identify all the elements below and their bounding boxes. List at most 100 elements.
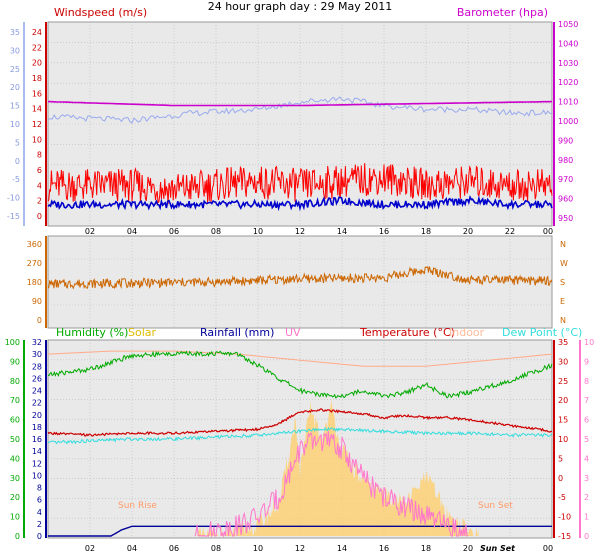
direction-series	[47, 266, 553, 290]
x-tick-label: 04	[127, 227, 137, 236]
y-tick-label: 16	[32, 435, 42, 444]
x-tick-label: 12	[295, 227, 305, 236]
x-tick-label: 06	[169, 544, 179, 553]
y-tick-label: 0	[558, 474, 563, 483]
uv-label: UV	[285, 326, 301, 339]
y-tick-label: 14	[32, 447, 42, 456]
y-tick-label: -5	[12, 175, 20, 184]
barometer-axis-ticks: 1050 1040 1030 1020 1010 1000 990 980 970 960 950	[558, 20, 578, 223]
series-wind-avg	[47, 194, 553, 212]
x-tick-label: 00	[543, 544, 553, 553]
y-tick-label: 40	[10, 454, 20, 463]
y-tick-label: 10	[10, 513, 20, 522]
y-tick-label: -10	[7, 194, 20, 203]
y-tick-label: 10	[32, 471, 42, 480]
y-tick-label: 60	[10, 416, 20, 425]
y-tick-label: 35	[10, 28, 20, 37]
y-tick-label: 25	[558, 377, 568, 386]
indoor-label: Indoor	[449, 326, 485, 339]
y-tick-label: 9	[584, 357, 589, 366]
page-title: 24 hour graph day : 29 May 2011	[208, 0, 393, 13]
series-rainfall	[48, 525, 552, 537]
y-tick-label: 3	[584, 474, 589, 483]
compass-label: N	[560, 316, 566, 325]
y-tick-label: 6	[37, 166, 42, 175]
y-tick-label: 4	[584, 454, 589, 463]
compass-label: E	[560, 297, 565, 306]
y-tick-label: 25	[10, 65, 20, 74]
x-tick-label: 10	[253, 544, 263, 553]
series-outer-series	[47, 96, 553, 124]
x-tick-label: 04	[127, 544, 137, 553]
series-uv	[194, 431, 469, 538]
y-tick-label: 0	[37, 316, 42, 325]
compass-label: W	[560, 259, 568, 268]
y-tick-label: 15	[558, 416, 568, 425]
y-tick-label: 1	[584, 513, 589, 522]
y-tick-label: 24	[32, 28, 42, 37]
y-tick-label: -15	[558, 532, 571, 541]
y-tick-label: 2	[584, 493, 589, 502]
y-tick-label: 6	[584, 416, 589, 425]
y-tick-label: 100	[5, 338, 20, 347]
y-tick-label: 180	[27, 278, 42, 287]
y-tick-label: 26	[32, 374, 42, 383]
y-tick-label: 5	[558, 454, 563, 463]
y-tick-label: 980	[558, 156, 573, 165]
x-tick-label: 22	[505, 227, 515, 236]
y-tick-label: 20	[10, 83, 20, 92]
y-tick-label: 8	[37, 151, 42, 160]
y-tick-label: 8	[37, 484, 42, 493]
x-tick-label: 06	[169, 227, 179, 236]
temperature-series	[47, 350, 553, 538]
windspeed-label: Windspeed (m/s)	[54, 6, 147, 19]
y-tick-label: 8	[584, 377, 589, 386]
y-tick-label: 10	[10, 120, 20, 129]
y-tick-label: 12	[32, 459, 42, 468]
temperature-label: Temperature (°C)	[359, 326, 455, 339]
series-temperature	[47, 408, 552, 437]
y-tick-label: 1020	[558, 78, 578, 87]
y-tick-label: -5	[558, 493, 566, 502]
y-tick-label: 90	[10, 357, 20, 366]
y-tick-label: 28	[32, 362, 42, 371]
y-tick-label: 6	[37, 496, 42, 505]
x-tick-label: 08	[211, 227, 221, 236]
y-tick-label: 16	[32, 89, 42, 98]
wind-series	[47, 96, 553, 212]
y-tick-label: 15	[10, 102, 20, 111]
y-tick-label: 950	[558, 214, 573, 223]
x-tick-label: 14	[337, 544, 347, 553]
y-tick-label: 1040	[558, 39, 578, 48]
y-tick-label: -10	[558, 513, 571, 522]
y-tick-label: 1010	[558, 98, 578, 107]
y-tick-label: 30	[10, 46, 20, 55]
compass-label: S	[560, 278, 565, 287]
solar-label: Solar	[128, 326, 157, 339]
y-tick-label: 80	[10, 377, 20, 386]
y-tick-label: 0	[37, 212, 42, 221]
y-tick-label: 30	[10, 474, 20, 483]
y-tick-label: 10	[584, 338, 594, 347]
y-tick-label: 1030	[558, 59, 578, 68]
y-tick-label: 1050	[558, 20, 578, 29]
y-tick-label: 960	[558, 195, 573, 204]
compass-label: N	[560, 240, 566, 249]
y-tick-label: 0	[15, 532, 20, 541]
x-tick-label: 18	[421, 227, 431, 236]
dewpoint-label: Dew Point (°C)	[502, 326, 582, 339]
temperature-time-axis-ticks: 02 04 06 08 10 12 14 16 18 20 00	[85, 544, 553, 553]
barometer-label: Barometer (hpa)	[457, 6, 548, 19]
sunset-axis-label: Sun Set	[480, 544, 516, 553]
y-tick-label: 24	[32, 387, 42, 396]
y-tick-label: 70	[10, 396, 20, 405]
y-tick-label: 1000	[558, 117, 578, 126]
y-tick-label: 20	[558, 396, 568, 405]
y-tick-label: 0	[15, 157, 20, 166]
x-tick-label: 14	[337, 227, 347, 236]
x-tick-label: 18	[421, 544, 431, 553]
